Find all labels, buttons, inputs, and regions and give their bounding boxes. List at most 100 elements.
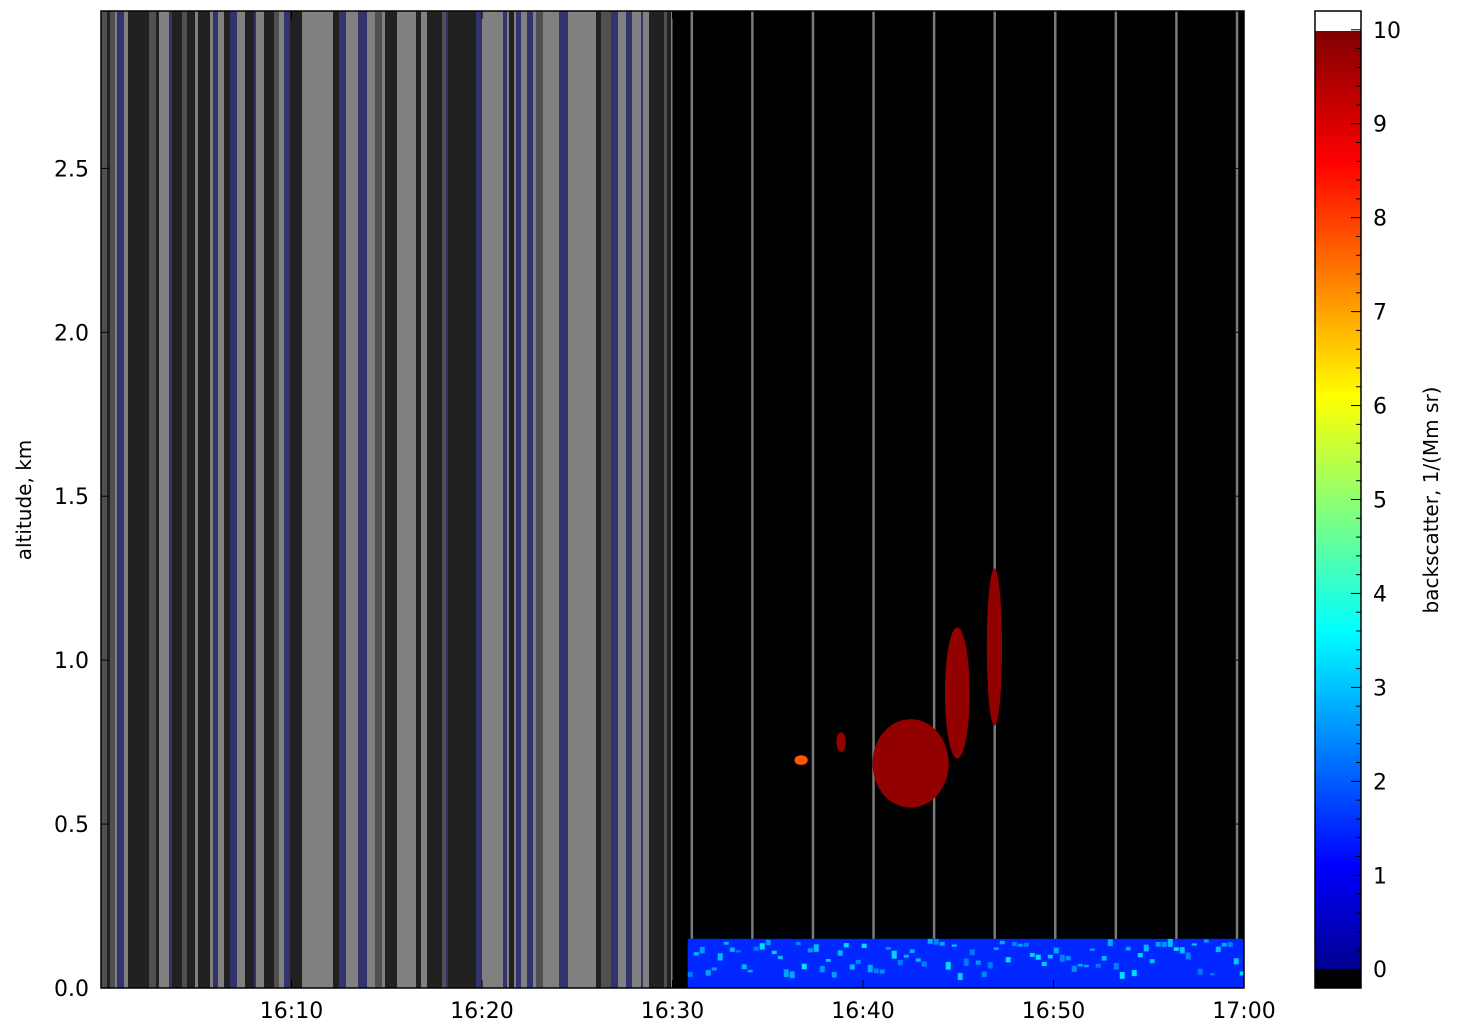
surface-layer-speckle (933, 938, 939, 945)
surface-layer-speckle (717, 953, 723, 961)
y-tick-label: 1.5 (54, 485, 89, 510)
data-gap-stripe (264, 11, 274, 988)
data-gap-stripe (416, 11, 419, 988)
data-gap-stripe (149, 11, 156, 988)
surface-layer-speckle (903, 954, 909, 958)
surface-layer-speckle (1017, 943, 1023, 947)
surface-layer-speckle (1119, 972, 1125, 979)
surface-layer-speckle (963, 958, 969, 966)
surface-layer-speckle (1023, 942, 1029, 947)
colorbar-tick-label: 7 (1373, 301, 1387, 326)
surface-layer-speckle (1011, 941, 1017, 947)
surface-layer-speckle (891, 950, 897, 959)
profile-separator (993, 11, 996, 988)
data-gap-stripe (442, 11, 446, 988)
x-tick-label: 16:50 (1022, 999, 1085, 1024)
surface-layer-speckle (939, 941, 945, 946)
data-gap-stripe (204, 11, 210, 988)
data-gap-stripe (213, 11, 218, 988)
y-tick-label: 2.0 (54, 321, 89, 346)
data-gap-stripe (476, 11, 482, 988)
surface-layer-speckle (1209, 973, 1215, 976)
surface-layer-speckle (1173, 947, 1179, 951)
surface-layer-speckle (1131, 970, 1137, 977)
surface-layer-speckle (867, 964, 873, 973)
data-gap-stripe (198, 11, 204, 988)
data-gap-stripe (649, 11, 656, 988)
surface-layer-speckle (1191, 943, 1197, 946)
surface-layer-speckle (1149, 959, 1155, 964)
surface-layer-speckle (783, 969, 789, 978)
surface-layer-speckle (789, 971, 795, 979)
profile-separator (1054, 11, 1057, 988)
data-gap-stripe (248, 11, 254, 988)
surface-layer-speckle (837, 950, 843, 956)
data-gap-stripe (187, 11, 195, 988)
data-gap-stripe (626, 11, 632, 988)
data-gap-stripe (641, 11, 643, 988)
region-clear (672, 11, 1244, 988)
colorbar-tick-label: 4 (1373, 582, 1387, 607)
surface-layer-speckle (951, 944, 957, 947)
y-tick-label: 0.5 (54, 813, 89, 838)
surface-layer-speckle (1095, 963, 1101, 968)
surface-layer-speckle (795, 941, 801, 946)
profile-separator (1235, 11, 1239, 988)
surface-layer-speckle (705, 970, 711, 976)
surface-layer-speckle (1071, 965, 1077, 972)
x-tick-label: 16:30 (641, 999, 704, 1024)
data-gap-stripe (511, 11, 514, 988)
surface-layer-speckle (1197, 968, 1203, 975)
data-gap-stripe (448, 11, 452, 988)
surface-layer-speckle (1029, 953, 1035, 957)
data-gap-stripe (436, 11, 442, 988)
profile-separator (872, 11, 875, 988)
surface-layer-speckle (1155, 941, 1161, 947)
data-gap-stripe (358, 11, 360, 988)
data-gap-stripe (343, 11, 346, 988)
surface-layer-speckle (759, 943, 765, 950)
surface-layer-speckle (1059, 954, 1065, 962)
data-gap-stripe (471, 11, 476, 988)
y-axis: 0.0 0.5 1.0 1.5 2.0 2.5 (54, 157, 1244, 1002)
surface-layer-speckle (819, 966, 825, 973)
colorbar-over (1315, 11, 1361, 31)
data-gap-stripe (230, 11, 237, 988)
data-gap-stripe (274, 11, 279, 988)
surface-layer-speckle (1215, 946, 1221, 953)
data-gap-stripe (254, 11, 256, 988)
surface-layer-speckle (1125, 946, 1131, 951)
data-gap-stripe (339, 11, 343, 988)
surface-layer-speckle (813, 944, 819, 952)
surface-layer-speckle (1113, 962, 1119, 970)
surface-layer-speckle (981, 971, 987, 978)
surface-layer-speckle (1035, 954, 1041, 960)
data-gap-stripe (559, 11, 568, 988)
surface-layer-speckle (753, 946, 759, 951)
surface-layer-speckle (693, 952, 699, 956)
surface-layer-speckle (1083, 964, 1089, 968)
colorbar-tick-label: 2 (1373, 770, 1387, 795)
surface-layer-speckle (801, 963, 807, 970)
data-gap-stripe (107, 11, 110, 988)
data-gap-stripe (611, 11, 618, 988)
surface-layer-speckle (999, 940, 1005, 945)
surface-layer-speckle (855, 959, 861, 965)
y-tick-label: 0.0 (54, 977, 89, 1002)
surface-layer-speckle (831, 971, 837, 978)
data-gap-stripe (360, 11, 367, 988)
surface-layer-speckle (849, 964, 855, 970)
profile-separator (690, 11, 694, 988)
y-tick-label: 1.0 (54, 649, 89, 674)
profile-separator (751, 11, 754, 988)
feature-cloud (872, 719, 949, 808)
surface-layer-speckle (873, 968, 879, 974)
surface-layer-speckle (765, 939, 771, 946)
feature-cloud-fragment (836, 732, 846, 752)
surface-layer-speckle (1107, 939, 1113, 947)
data-gap-stripe (110, 11, 115, 988)
y-tick-label: 2.5 (54, 157, 89, 182)
data-gap-stripe (172, 11, 182, 988)
surface-layer-speckle (771, 950, 777, 955)
surface-layer-speckle (1041, 961, 1047, 967)
